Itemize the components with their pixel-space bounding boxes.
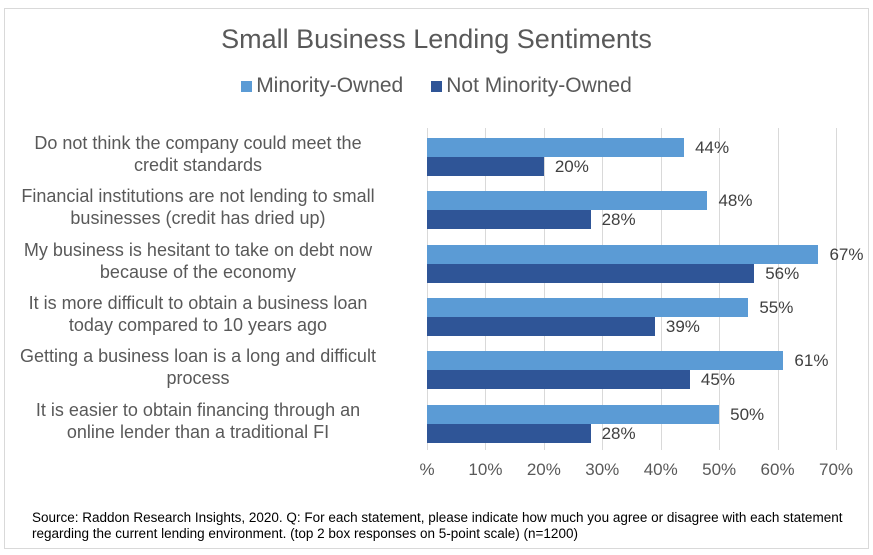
gridline xyxy=(777,128,779,450)
data-label: 28% xyxy=(601,210,636,230)
category-label: It is easier to obtain financing through… xyxy=(35,399,361,442)
x-tick-label: 60% xyxy=(760,460,795,479)
bar-not-minority-owned xyxy=(427,263,755,283)
bar-minority-owned xyxy=(427,404,720,424)
data-label: 61% xyxy=(794,351,829,371)
legend-item-not-minority-owned: Not Minority-Owned xyxy=(431,74,632,98)
x-tick-label: 10% xyxy=(468,460,503,479)
data-label: 28% xyxy=(601,423,636,443)
data-label: 50% xyxy=(730,404,765,424)
legend-swatch-not-minority-owned xyxy=(431,80,443,92)
gridline xyxy=(427,128,428,450)
x-tick-label: % xyxy=(419,460,435,479)
chart-legend: Minority-Owned Not Minority-Owned xyxy=(0,74,873,98)
data-label: 44% xyxy=(695,138,730,157)
category-label: Getting a business loan is a long and di… xyxy=(20,346,376,389)
bar-not-minority-owned xyxy=(427,157,544,176)
data-label: 20% xyxy=(554,157,589,176)
bar-minority-owned xyxy=(427,351,784,371)
gridline xyxy=(543,128,545,450)
bar-not-minority-owned xyxy=(427,423,591,443)
plot-area: 44% 20% 48% 28% 67% 56% 55% 39% 61% 45% 50% 28% xyxy=(427,128,864,450)
category-label: Financial institutions are not lending t… xyxy=(21,186,375,229)
gridline xyxy=(719,128,721,450)
data-label: 67% xyxy=(829,244,864,264)
x-tick-label: 70% xyxy=(818,460,854,479)
legend-swatch-minority-owned xyxy=(241,80,253,92)
data-label: 56% xyxy=(765,263,800,283)
category-label: My business is hesitant to take on debt … xyxy=(23,239,373,282)
gridline xyxy=(602,128,604,450)
legend-label-minority-owned: Minority-Owned xyxy=(256,74,404,97)
bar-not-minority-owned xyxy=(427,316,655,336)
gridline xyxy=(836,128,837,450)
x-tick-label: 50% xyxy=(702,460,737,479)
x-tick-label: 20% xyxy=(526,460,561,479)
legend-item-minority-owned: Minority-Owned xyxy=(241,74,403,98)
bar-minority-owned xyxy=(427,138,685,157)
bar-not-minority-owned xyxy=(427,210,591,230)
bar-minority-owned xyxy=(427,244,819,264)
bar-minority-owned xyxy=(427,191,708,211)
data-label: 55% xyxy=(759,297,794,317)
data-label: 39% xyxy=(665,316,700,336)
x-tick-label: 30% xyxy=(585,460,620,479)
source-note: Source: Raddon Research Insights, 2020. … xyxy=(32,510,843,541)
chart-title: Small Business Lending Sentiments xyxy=(221,24,652,54)
bar-minority-owned xyxy=(427,297,749,317)
x-tick-label: 40% xyxy=(643,460,678,479)
category-label: Do not think the company could meet the c… xyxy=(34,133,362,175)
gridline xyxy=(485,128,487,450)
category-label: It is more difficult to obtain a busines… xyxy=(28,292,368,335)
bar-not-minority-owned xyxy=(427,370,690,390)
legend-label-not-minority-owned: Not Minority-Owned xyxy=(446,74,632,97)
data-label: 45% xyxy=(700,370,735,390)
gridline xyxy=(660,128,662,450)
data-label: 48% xyxy=(718,191,753,211)
